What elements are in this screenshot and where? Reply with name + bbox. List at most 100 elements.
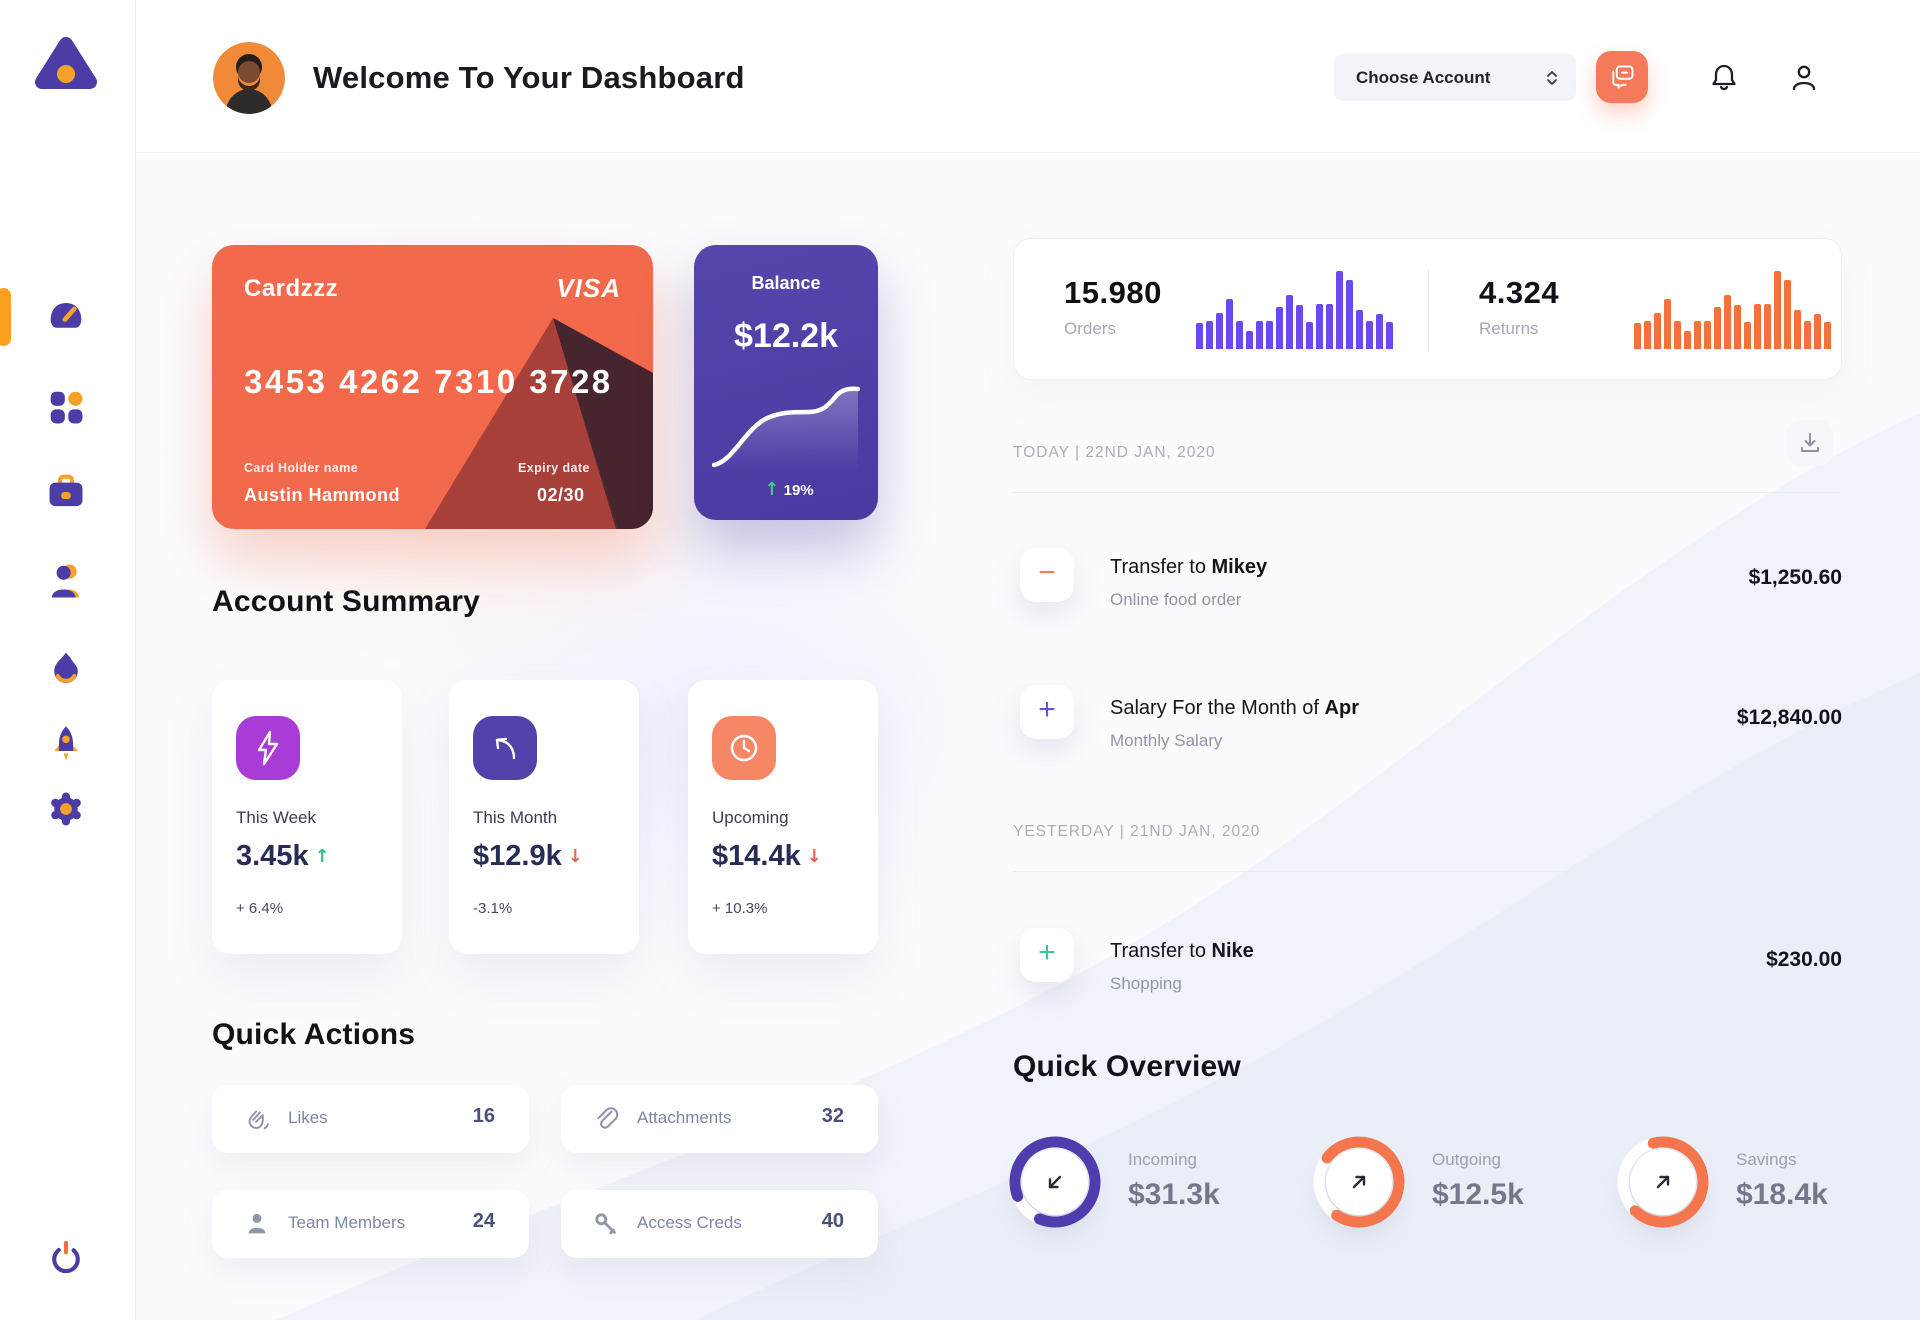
divider	[1428, 269, 1429, 351]
chevron-up-down-icon	[1547, 71, 1557, 85]
quick-overview-title: Quick Overview	[1013, 1050, 1241, 1083]
trend-down-icon: ↓	[806, 846, 822, 867]
quick-action-count: 16	[472, 1105, 495, 1127]
arrow-up-left-icon	[473, 716, 537, 780]
grid-icon	[50, 391, 83, 424]
gear-icon	[51, 792, 81, 826]
transaction-amount: $1,250.60	[1748, 566, 1842, 589]
savings-label: Savings	[1736, 1150, 1797, 1169]
card-triangle-decor	[425, 318, 653, 529]
quick-actions-title: Quick Actions	[212, 1018, 416, 1051]
quick-action-count: 40	[821, 1210, 844, 1232]
messages-button[interactable]	[1596, 51, 1648, 103]
chat-bubbles-icon	[1612, 65, 1634, 89]
card-number: 3453 4262 7310 3728	[244, 363, 613, 400]
profile-button[interactable]	[1788, 62, 1820, 99]
savings-value: $18.4k	[1736, 1178, 1828, 1211]
notifications-button[interactable]	[1708, 62, 1740, 99]
balance-title: Balance	[751, 273, 821, 293]
sidebar-item-dashboard[interactable]	[46, 296, 86, 336]
member-icon	[248, 1213, 266, 1234]
balance-card: Balance $12.2k ↑ 19%	[694, 245, 878, 520]
quick-action-label: Likes	[288, 1108, 328, 1127]
quick-action-label: Attachments	[637, 1108, 732, 1127]
outgoing-value: $12.5k	[1432, 1178, 1524, 1211]
summary-delta: + 6.4%	[236, 900, 284, 917]
balance-change: ↑ 19%	[764, 479, 814, 500]
returns-bar-chart	[1634, 271, 1831, 349]
date-label-yesterday: YESTERDAY | 21ND JAN, 2020	[1013, 823, 1261, 840]
sidebar-item-launch[interactable]	[46, 724, 86, 764]
sidebar-item-apps[interactable]	[46, 387, 86, 427]
quick-action-label: Team Members	[288, 1213, 406, 1232]
summary-card-this-week: This Week 3.45k ↑ + 6.4%	[212, 680, 402, 954]
page-title: Welcome To Your Dashboard	[313, 60, 745, 95]
outgoing-ring	[1309, 1132, 1409, 1232]
download-button[interactable]	[1787, 420, 1833, 466]
returns-value: 4.324	[1479, 275, 1560, 310]
clock-icon	[712, 716, 776, 780]
card-holder-label: Card Holder name	[244, 461, 359, 475]
sidebar-item-trending[interactable]	[46, 649, 86, 689]
quick-action-access-creds[interactable]: Access Creds 40	[561, 1190, 878, 1258]
incoming-value: $31.3k	[1128, 1178, 1220, 1211]
lightning-icon	[236, 716, 300, 780]
orders-label: Orders	[1064, 319, 1116, 338]
arrow-up-right-icon	[1352, 1175, 1366, 1189]
bell-icon	[1712, 64, 1736, 91]
user-icon	[51, 564, 79, 598]
quick-action-label: Access Creds	[637, 1213, 742, 1232]
sidebar-active-indicator	[0, 288, 11, 346]
arrow-up-right-icon	[1656, 1175, 1670, 1189]
balance-sparkline	[712, 386, 860, 471]
date-label-today: TODAY | 22ND JAN, 2020	[1013, 444, 1216, 461]
transaction-amount: $12,840.00	[1736, 706, 1842, 729]
transaction-title[interactable]: Salary For the Month of Apr	[1110, 697, 1359, 719]
savings-ring	[1613, 1132, 1713, 1232]
transaction-title[interactable]: Transfer to Nike	[1110, 940, 1254, 962]
card-holder-name: Austin Hammond	[244, 485, 401, 505]
orders-returns-card: 15.980 Orders 4.324 Returns	[1013, 238, 1842, 380]
transaction-subtitle: Shopping	[1110, 974, 1182, 993]
paperclip-icon	[597, 1107, 619, 1129]
transaction-title[interactable]: Transfer to Mikey	[1110, 556, 1268, 578]
up-arrow-icon: ↑	[764, 479, 780, 500]
account-selector[interactable]: Choose Account	[1334, 54, 1576, 101]
summary-card-upcoming: Upcoming $14.4k ↓ + 10.3%	[688, 680, 878, 954]
card-expiry: 02/30	[537, 485, 585, 505]
divider	[1013, 492, 1842, 493]
user-avatar[interactable]	[213, 42, 285, 114]
quick-action-team-members[interactable]: Team Members 24	[212, 1190, 529, 1258]
sidebar-item-profile[interactable]	[46, 561, 86, 601]
quick-action-likes[interactable]: Likes 16	[212, 1085, 529, 1153]
transaction-icon-minus: −	[1020, 548, 1074, 602]
flame-icon	[54, 652, 78, 684]
summary-value: 3.45k ↑	[236, 840, 330, 872]
summary-label: This Week	[236, 808, 316, 827]
trend-down-icon: ↓	[567, 846, 583, 867]
credit-card: Cardzzz VISA 3453 4262 7310 3728 Card Ho…	[212, 245, 653, 529]
power-icon	[52, 1240, 80, 1274]
orders-bar-chart	[1196, 271, 1393, 349]
trend-up-icon: ↑	[314, 846, 330, 867]
quick-action-count: 24	[472, 1210, 495, 1232]
app-logo[interactable]	[30, 28, 102, 105]
transaction-subtitle: Monthly Salary	[1110, 731, 1223, 750]
outgoing-label: Outgoing	[1432, 1150, 1501, 1169]
rocket-icon	[54, 726, 78, 761]
sidebar-item-settings[interactable]	[46, 789, 86, 829]
logout-button[interactable]	[46, 1237, 86, 1277]
clap-icon	[248, 1110, 269, 1130]
orders-value: 15.980	[1064, 275, 1162, 310]
balance-value: $12.2k	[734, 317, 838, 355]
sidebar-item-work[interactable]	[46, 472, 86, 512]
incoming-ring	[1005, 1132, 1105, 1232]
quick-action-attachments[interactable]: Attachments 32	[561, 1085, 878, 1153]
transaction-amount: $230.00	[1766, 948, 1842, 971]
returns-label: Returns	[1479, 319, 1539, 338]
summary-value: $14.4k ↓	[712, 840, 822, 872]
incoming-label: Incoming	[1128, 1150, 1197, 1169]
summary-value: $12.9k ↓	[473, 840, 583, 872]
card-expiry-label: Expiry date	[518, 461, 590, 475]
